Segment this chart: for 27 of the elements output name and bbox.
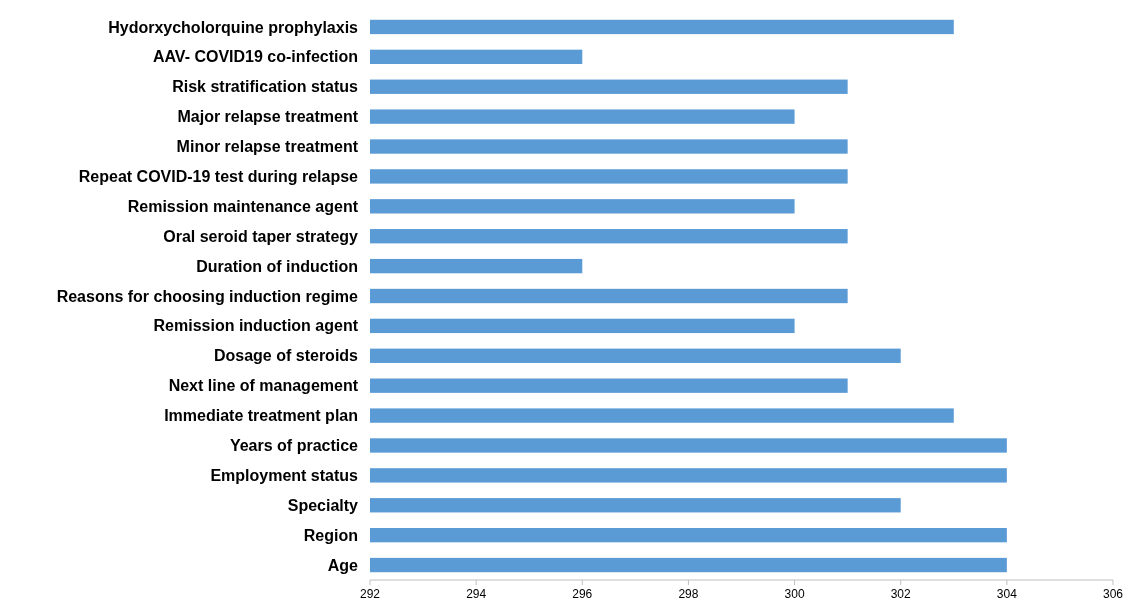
y-tick-label: Remission maintenance agent [127, 197, 359, 215]
y-tick-label: Remission induction agent [153, 317, 359, 335]
y-tick-label: Risk stratification status [172, 78, 359, 96]
y-tick-label: Hydorxycholorquine prophylaxis [108, 18, 359, 36]
y-tick-label: Duration of induction [196, 257, 358, 275]
x-tick-label: 296 [572, 587, 593, 601]
y-tick-label: Dosage of steroids [213, 347, 359, 365]
y-tick-label: Employment status [210, 466, 359, 484]
x-tick-label: 304 [996, 587, 1018, 601]
y-tick-label: Immediate treatment plan [164, 407, 358, 425]
x-tick-label: 298 [678, 587, 699, 601]
y-tick-label: Major relapse treatment [177, 108, 359, 126]
x-tick-label: 302 [890, 587, 912, 601]
x-tick-label: 306 [1102, 587, 1124, 601]
y-tick-label: Age [327, 556, 359, 574]
y-tick-label: Reasons for choosing induction regime [56, 287, 359, 305]
y-tick-label: Region [303, 526, 358, 544]
x-tick-label: 300 [784, 587, 805, 601]
y-tick-label: Oral seroid taper strategy [163, 227, 359, 245]
y-tick-label: Next line of management [168, 377, 359, 395]
x-tick-label: 292 [359, 587, 381, 601]
x-tick-label: 294 [466, 587, 487, 601]
y-tick-label: AAV- COVID19 co-infection [152, 48, 358, 66]
y-tick-label: Specialty [287, 496, 359, 514]
y-tick-label: Minor relapse treatment [176, 138, 359, 156]
y-tick-label: Years of practice [229, 437, 359, 455]
y-tick-label: Repeat COVID-19 test during relapse [78, 168, 359, 186]
